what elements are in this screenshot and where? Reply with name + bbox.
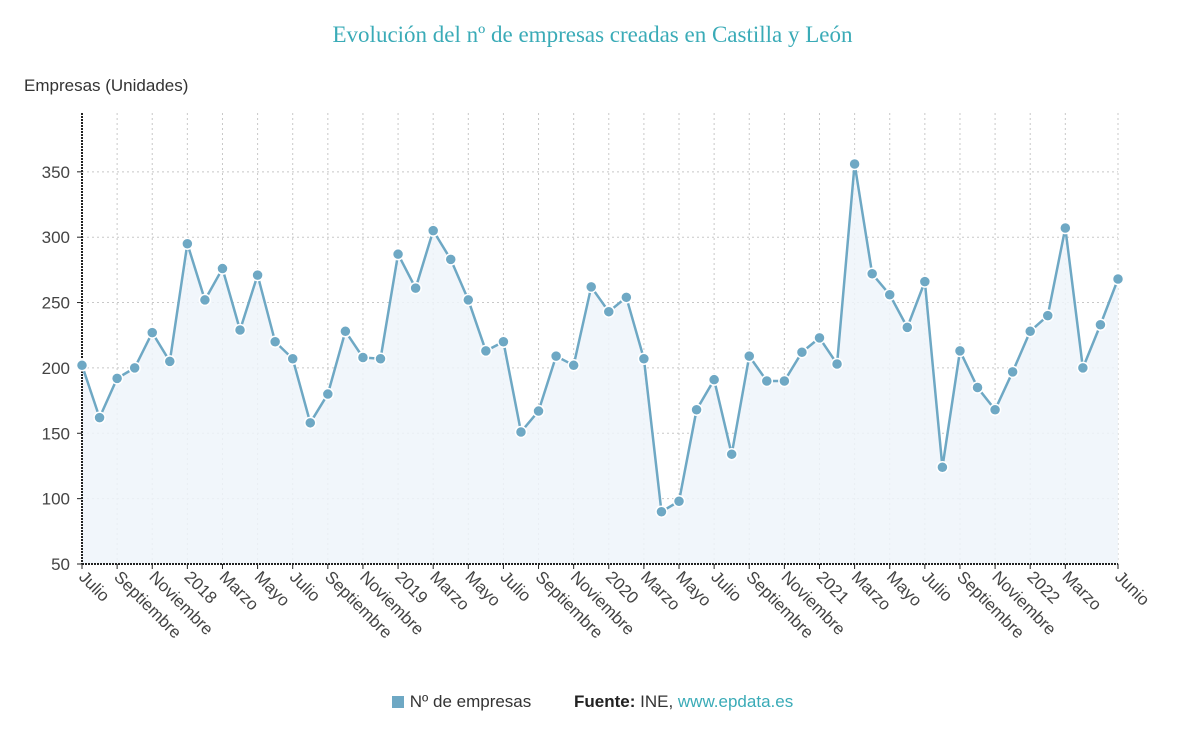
data-point: [532, 404, 545, 418]
x-tick-label: Julio: [286, 567, 324, 605]
data-point: [1006, 365, 1019, 379]
data-point: [251, 268, 264, 282]
data-point: [145, 326, 159, 339]
x-tick-label: Julio: [918, 567, 956, 605]
data-point: [514, 425, 528, 439]
data-point: [655, 505, 668, 518]
data-point: [391, 247, 405, 261]
data-point: [1023, 325, 1037, 338]
data-point: [813, 331, 826, 345]
data-point: [830, 357, 844, 371]
data-point: [602, 305, 616, 318]
x-tick-label: Marzo: [216, 567, 263, 614]
y-tick-label: 50: [51, 555, 70, 574]
data-point: [549, 349, 563, 363]
y-tick-labels: 50 100 150 200 250 300 350: [42, 163, 70, 574]
data-point: [110, 372, 124, 385]
source-note: Fuente: INE, www.epdata.es: [574, 692, 793, 711]
data-point: [848, 157, 861, 171]
data-point: [198, 293, 212, 307]
data-point: [128, 361, 141, 375]
data-point: [426, 224, 440, 237]
data-point: [268, 335, 282, 349]
x-tick-label: Marzo: [637, 567, 684, 614]
data-point: [163, 355, 177, 368]
data-point: [1059, 221, 1072, 235]
data-point: [971, 381, 984, 394]
data-point: [321, 387, 335, 401]
data-point: [901, 321, 914, 334]
x-tick-labels: JulioSeptiembreNoviembre2018MarzoMayoJul…: [75, 567, 1153, 642]
data-point: [865, 267, 879, 281]
data-point: [637, 352, 651, 366]
data-point: [286, 352, 299, 366]
source-link[interactable]: www.epdata.es: [677, 692, 794, 711]
data-point: [672, 495, 686, 508]
data-point: [778, 374, 791, 388]
data-point: [707, 373, 721, 386]
x-tick-label: Julio: [707, 567, 745, 605]
series-line: [80, 163, 1120, 514]
data-point: [918, 275, 932, 288]
data-point: [795, 345, 809, 359]
data-point: [374, 352, 387, 366]
y-tick-label: 200: [42, 359, 70, 378]
data-point: [93, 411, 106, 424]
legend: Nº de empresas Fuente: INE, www.epdata.e…: [0, 692, 1185, 712]
y-axis-label: Empresas (Unidades): [24, 76, 189, 95]
y-tick-label: 100: [42, 490, 70, 509]
data-point: [883, 288, 896, 301]
source-text: INE,: [635, 692, 678, 711]
data-point: [409, 281, 422, 295]
data-point: [690, 403, 703, 416]
data-point: [356, 351, 370, 364]
data-point: [216, 262, 229, 275]
x-tick-label: Marzo: [426, 567, 473, 614]
source-label: Fuente:: [574, 692, 636, 711]
y-tick-label: 250: [42, 294, 70, 313]
data-point: [584, 280, 598, 294]
chart-title: Evolución del nº de empresas creadas en …: [332, 22, 853, 47]
data-point: [444, 253, 457, 266]
data-point: [75, 359, 89, 372]
legend-series-label: Nº de empresas: [409, 692, 532, 711]
data-point: [479, 344, 493, 358]
data-point: [1076, 361, 1090, 375]
y-tick-label: 350: [42, 163, 70, 182]
x-tick-label: Junio: [1111, 567, 1153, 609]
legend-swatch: [391, 696, 404, 708]
data-point: [725, 447, 738, 461]
data-point: [620, 291, 633, 304]
x-tick-label: Marzo: [1058, 567, 1105, 614]
data-point: [181, 237, 194, 250]
data-point: [760, 374, 774, 388]
data-point: [988, 403, 1002, 416]
data-point: [567, 359, 580, 372]
data-point: [953, 344, 967, 358]
series-points: [75, 157, 1125, 518]
y-tick-label: 300: [42, 228, 70, 247]
data-point: [339, 325, 352, 338]
y-tick-label: 150: [42, 424, 70, 443]
data-point: [1111, 272, 1125, 286]
data-point: [304, 416, 317, 430]
x-tick-label: Julio: [75, 567, 113, 605]
data-point: [1041, 309, 1055, 322]
data-point: [936, 461, 949, 474]
series-area: [82, 163, 1118, 564]
data-point: [1094, 318, 1107, 332]
data-point: [497, 335, 510, 349]
data-point: [743, 349, 756, 363]
x-tick-label: Julio: [497, 567, 535, 605]
x-tick-label: Marzo: [848, 567, 895, 614]
data-point: [462, 293, 475, 307]
data-point: [233, 323, 247, 337]
